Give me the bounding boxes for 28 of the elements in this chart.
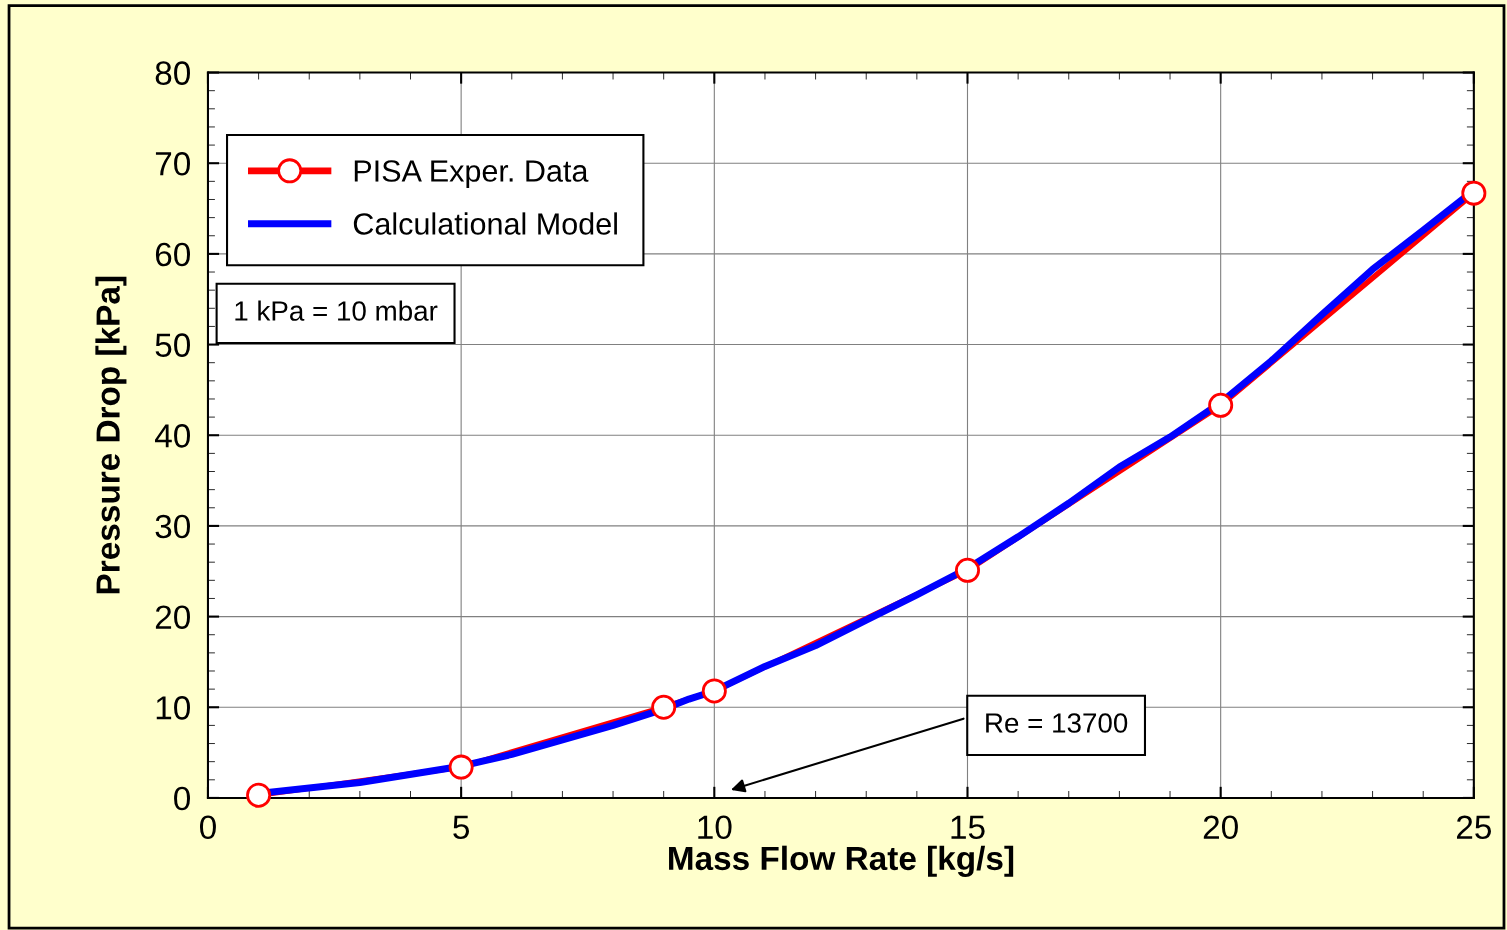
- y-tick-label: 50: [155, 333, 190, 357]
- y-tick-label: 80: [155, 61, 190, 85]
- x-tick-label: 5: [453, 815, 470, 840]
- x-tick-label: 20: [1203, 815, 1238, 840]
- legend-label: Calculational Model: [353, 212, 617, 235]
- point: [701, 678, 727, 704]
- y-tick-label: 60: [155, 242, 190, 267]
- point: [954, 557, 980, 583]
- legend-label: PISA Exper. Data: [354, 160, 589, 188]
- y-axis-title: Pressure Drop [kPa]: [95, 276, 127, 594]
- point: [448, 754, 474, 780]
- annotation: 1 kPa = 10 mbar: [235, 300, 438, 321]
- y-tick-label: 70: [155, 152, 190, 176]
- x-tick-label: 25: [1456, 815, 1491, 840]
- point: [1208, 392, 1234, 418]
- y-tick-label: 40: [154, 424, 190, 448]
- x-tick-label: 10: [698, 815, 732, 840]
- point: [1461, 180, 1487, 206]
- point: [651, 694, 677, 720]
- x-tick-label: 15: [951, 815, 985, 840]
- x-axis-title: Mass Flow Rate [kg/s]: [669, 845, 1014, 877]
- x-tick-label: 0: [200, 815, 216, 840]
- y-tick-label: 0: [174, 786, 190, 811]
- y-tick-label: 20: [155, 605, 190, 629]
- y-tick-label: 30: [155, 514, 190, 539]
- point: [246, 782, 272, 808]
- annotation: Re = 13700: [986, 713, 1128, 733]
- y-tick-label: 10: [156, 696, 190, 720]
